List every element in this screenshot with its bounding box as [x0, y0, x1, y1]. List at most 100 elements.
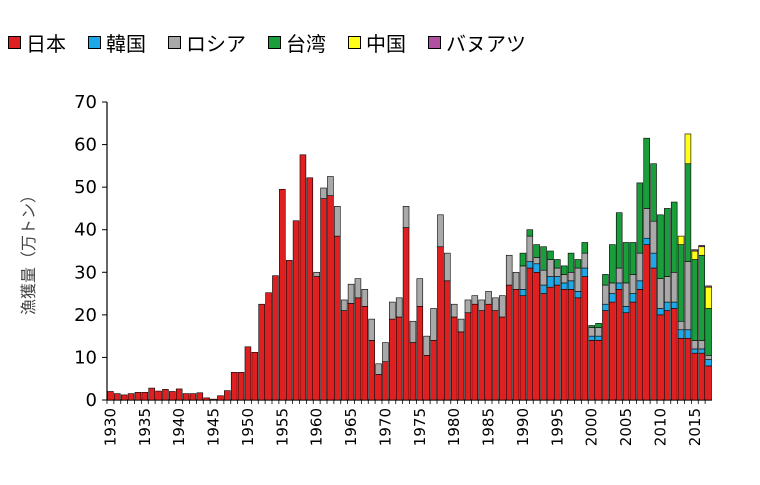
legend-label: 台湾	[286, 32, 326, 56]
legend-item: 日本	[8, 28, 66, 57]
y-tick-label: 30	[74, 262, 97, 283]
bar-segment	[189, 393, 197, 401]
bar-segment	[609, 293, 616, 303]
bar-segment	[237, 372, 245, 401]
bar-segment	[512, 271, 520, 290]
bar-segment	[175, 388, 183, 401]
bar-segment	[505, 284, 513, 401]
bar-segment	[437, 246, 444, 401]
bar-segment	[402, 206, 410, 228]
bar-segment	[464, 312, 472, 401]
y-tick-label: 10	[74, 347, 97, 368]
bar-segment	[389, 318, 396, 401]
bar-segment	[554, 267, 561, 277]
bar-segment	[169, 391, 176, 401]
bar-segment	[478, 299, 485, 311]
bar-segment	[450, 316, 458, 401]
x-tick-label: 1975	[411, 408, 429, 446]
legend-swatch	[8, 36, 21, 49]
bar-segment	[560, 289, 568, 401]
legend-swatch	[168, 36, 181, 49]
bar-segment	[471, 303, 479, 401]
bar-segment	[437, 214, 444, 248]
bar-segment	[389, 301, 396, 320]
bar-segment	[519, 265, 527, 290]
bar-segment	[203, 397, 210, 401]
x-tick-label: 2015	[686, 408, 704, 446]
legend: 日本 韓国 ロシア 台湾 中国 バヌアツ	[8, 28, 758, 57]
bar-segment	[471, 295, 479, 305]
bar-segment	[567, 280, 575, 290]
bar-segment	[285, 260, 293, 401]
bar-segment	[588, 325, 595, 328]
bar-segment	[657, 308, 664, 316]
legend-item: 台湾	[268, 28, 326, 57]
bar-segment	[430, 308, 437, 341]
x-tick-label: 1950	[239, 408, 257, 446]
bar-segment	[595, 335, 602, 341]
bar-segment	[526, 267, 534, 401]
bar-segment	[313, 276, 320, 401]
bar-segment	[677, 235, 685, 245]
bar-segment	[423, 354, 430, 401]
bar-segment	[691, 259, 699, 341]
bar-segment	[643, 137, 650, 209]
bar-segment	[224, 390, 231, 401]
bar-segment	[120, 394, 128, 401]
bar-segment	[622, 282, 630, 307]
bar-segment	[423, 335, 430, 356]
bar-segment	[698, 340, 705, 350]
legend-swatch	[88, 36, 101, 49]
bar-segment	[444, 280, 451, 401]
bar-segment	[340, 299, 348, 311]
bar-segment	[409, 320, 417, 343]
bar-segment	[292, 220, 300, 401]
bar-segment	[698, 352, 705, 401]
bar-segment	[272, 275, 279, 401]
y-tick-label: 50	[74, 177, 97, 198]
bar-segment	[698, 245, 705, 248]
bar-segment	[299, 154, 307, 401]
bar-segment	[657, 214, 664, 279]
bar-segment	[361, 306, 369, 401]
bar-segment	[547, 259, 554, 277]
legend-swatch	[428, 36, 441, 49]
bar-segment	[334, 206, 341, 237]
bar-segment	[650, 163, 657, 222]
bar-segment	[519, 252, 527, 267]
y-tick-label: 60	[74, 135, 97, 156]
legend-label: 日本	[26, 32, 66, 56]
bar-segment	[395, 316, 403, 401]
bar-segment	[622, 242, 630, 284]
bar-segment	[492, 310, 499, 401]
bar-segment	[485, 291, 492, 305]
y-tick-label: 70	[74, 92, 97, 113]
bar-segment	[636, 280, 644, 290]
bar-segment	[567, 252, 575, 273]
bar-segment	[567, 271, 575, 282]
bar-segment	[526, 235, 534, 262]
bar-segment	[251, 352, 259, 401]
bar-segment	[643, 237, 650, 245]
legend-label: ロシア	[186, 32, 246, 56]
bar-segment	[361, 289, 369, 307]
bar-segment	[533, 257, 540, 265]
bar-segment	[684, 329, 692, 339]
bar-segment	[643, 244, 650, 401]
bar-segment	[574, 259, 582, 269]
bar-segment	[382, 361, 389, 401]
bar-segment	[602, 284, 609, 305]
bar-segment	[320, 198, 327, 401]
bar-segment	[588, 335, 595, 341]
bar-segment	[560, 282, 568, 290]
y-tick-label: 20	[74, 305, 97, 326]
bar-segment	[492, 297, 499, 311]
legend-label: 韓国	[106, 32, 146, 56]
bar-segment	[615, 282, 623, 290]
bar-segment	[313, 271, 320, 277]
bar-segment	[416, 306, 424, 401]
bar-segment	[450, 303, 458, 318]
bar-segment	[505, 254, 513, 286]
bar-segment	[210, 398, 217, 401]
